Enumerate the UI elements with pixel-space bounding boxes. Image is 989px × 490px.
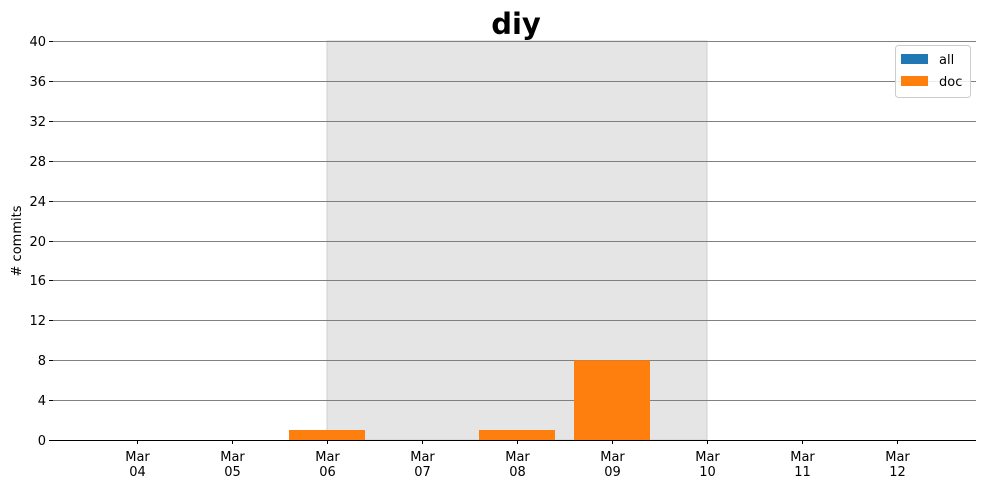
x-tick-label-month: Mar [790,450,815,465]
x-tick-label-day: 07 [414,465,431,480]
y-tick-label: 24 [29,195,46,210]
x-tick-label-month: Mar [885,450,910,465]
x-tick-label-month: Mar [220,450,245,465]
y-tick-label: 8 [38,354,46,369]
x-tick-label-day: 04 [129,465,146,480]
x-tick-label-day: 05 [224,465,241,480]
y-tick-label: 0 [38,434,46,449]
x-tick-label-month: Mar [410,450,435,465]
y-tick-label: 32 [29,115,46,130]
x-tick-labels: Mar04Mar05Mar06Mar07Mar08Mar09Mar10Mar11… [125,440,910,480]
y-tick-label: 40 [29,35,46,50]
y-tick-label: 36 [29,75,46,90]
x-tick-label-day: 06 [319,465,336,480]
x-tick-label-day: 11 [794,465,811,480]
x-tick-label-day: 12 [889,465,906,480]
grid-layer [53,41,976,401]
x-tick-label-month: Mar [695,450,720,465]
x-tick-label-day: 10 [699,465,716,480]
bars-layer [289,360,650,440]
legend-label-doc: doc [939,75,962,90]
y-tick-label: 20 [29,235,46,250]
x-tick-label-month: Mar [125,450,150,465]
bar-doc-08 [479,430,555,440]
x-tick-label-month: Mar [600,450,625,465]
y-tick-label: 28 [29,155,46,170]
legend: all doc [895,45,971,98]
y-axis-title: # commits [10,205,25,276]
y-tick-labels: 0 4 8 12 16 20 24 28 32 36 40 [29,35,53,449]
bar-doc-06 [289,430,365,440]
y-tick-label: 12 [29,314,46,329]
y-tick-label: 4 [38,394,46,409]
legend-swatch-doc [901,76,928,86]
x-tick-label-day: 09 [604,465,621,480]
bar-doc-09 [574,360,650,440]
chart-title: diy [491,7,541,41]
x-tick-label-month: Mar [315,450,340,465]
x-tick-label-month: Mar [505,450,530,465]
legend-label-all: all [939,53,954,68]
y-tick-label: 16 [29,274,46,289]
x-tick-label-day: 08 [509,465,526,480]
legend-swatch-all [901,54,928,64]
